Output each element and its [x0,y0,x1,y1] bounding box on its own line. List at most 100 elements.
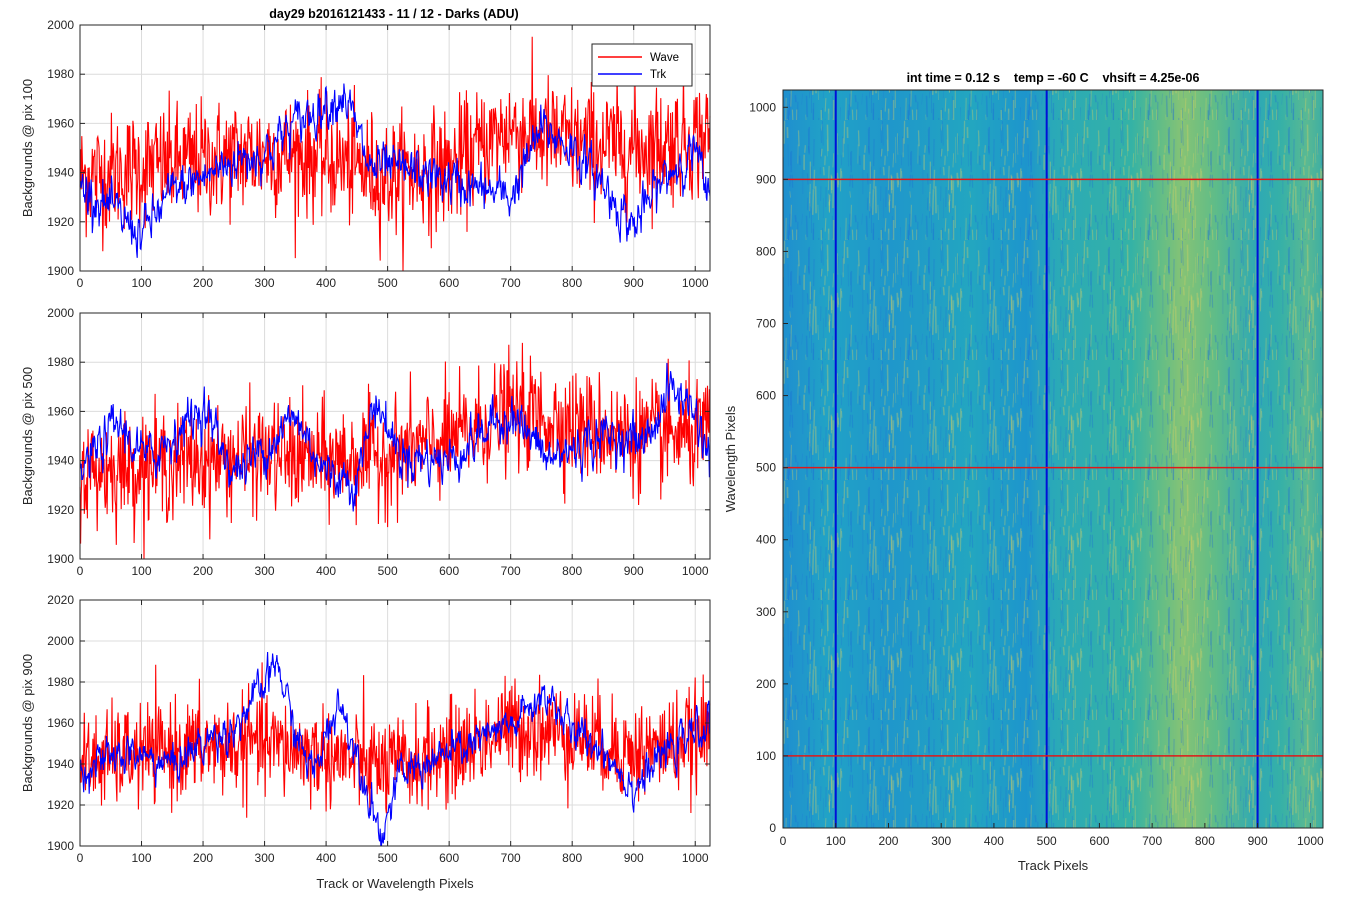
y-tick-label: 2000 [47,634,74,648]
y-axis-label: Wavelength Pixels [723,405,738,512]
series-line-wave [79,662,711,818]
x-tick-label: 700 [1142,834,1162,848]
series-line-wave [79,342,711,560]
x-tick-label: 300 [255,851,275,865]
x-tick-label: 500 [378,851,398,865]
x-tick-label: 1000 [682,276,709,290]
x-tick-label: 200 [193,851,213,865]
x-tick-label: 0 [780,834,787,848]
x-tick-label: 100 [132,851,152,865]
legend-box [591,43,693,87]
y-tick-label: 1920 [47,798,74,812]
y-tick-label: 2000 [47,18,74,32]
y-axis-label: Backgrounds @ pix 500 [20,367,35,505]
y-tick-label: 2000 [47,306,74,320]
y-tick-label: 2020 [47,593,74,607]
y-tick-label: 100 [756,749,776,763]
y-tick-label: 1980 [47,67,74,81]
line-panel-3: 0 100 200 300 400 500 600 700 800 900 1000 1900 1920… [20,593,711,891]
y-axis-label: Backgrounds @ pix 900 [20,654,35,792]
y-tick-label: 1940 [47,166,74,180]
heatmap-panel: int time = 0.12 s temp = -60 C vhsift = … [723,71,1324,873]
line-panels: 0 100 200 300 400 500 600 700 800 900 100019001920… [20,18,711,891]
axes-frame [79,24,711,272]
series-line-trk [79,83,711,258]
x-tick-label: 500 [378,276,398,290]
y-tick-label: 1900 [47,552,74,566]
heatmap-frame [782,89,1324,829]
x-tick-label: 800 [562,564,582,578]
line-panel-2: 0 100 200 300 400 500 600 700 800 900 1000 1900 1920… [20,306,711,578]
y-tick-label: 200 [756,677,776,691]
y-tick-label: 1000 [749,100,776,114]
y-tick-label: 900 [756,172,776,186]
x-tick-label: 900 [1248,834,1268,848]
x-tick-label: 1000 [682,851,709,865]
y-tick-label: 800 [756,244,776,258]
x-axis-label: Track or Wavelength Pixels [316,876,474,891]
y-tick-label: 1960 [47,716,74,730]
y-tick-label: 0 [769,821,776,835]
x-tick-label: 600 [439,851,459,865]
x-tick-label: 800 [562,851,582,865]
x-tick-label: 900 [624,564,644,578]
x-tick-label: 900 [624,851,644,865]
x-tick-label: 600 [439,564,459,578]
heatmap-texture [783,90,1323,828]
series-line-trk [79,651,711,847]
x-tick-label: 100 [132,564,152,578]
x-tick-label: 800 [1195,834,1215,848]
y-tick-label: 1940 [47,757,74,771]
y-tick-label: 1900 [47,264,74,278]
x-tick-label: 300 [931,834,951,848]
x-tick-label: 700 [501,564,521,578]
series-line-trk [79,362,711,512]
x-tick-label: 400 [316,276,336,290]
x-tick-label: 500 [1037,834,1057,848]
x-tick-label: 900 [624,276,644,290]
y-tick-label: 400 [756,533,776,547]
x-tick-label: 200 [193,276,213,290]
x-tick-label: 600 [1089,834,1109,848]
legend-label-trk: Trk [650,69,666,81]
x-tick-label: 700 [501,851,521,865]
y-tick-label: 600 [756,389,776,403]
y-tick-label: 1980 [47,675,74,689]
y-tick-label: 1920 [47,503,74,517]
x-tick-label: 0 [77,276,84,290]
x-tick-label: 800 [562,276,582,290]
x-tick-label: 1000 [1297,834,1324,848]
y-tick-label: 1940 [47,454,74,468]
figure-title: day29 b2016121433 - 11 / 12 - Darks (ADU… [269,7,518,21]
legend: Wave Trk [591,43,693,87]
y-tick-label: 1920 [47,215,74,229]
y-tick-label: 700 [756,317,776,331]
x-tick-label: 300 [255,276,275,290]
x-axis-label: Track Pixels [1018,858,1089,873]
x-tick-label: 400 [316,564,336,578]
series-line-wave [79,36,711,272]
y-tick-label: 1960 [47,116,74,130]
x-tick-label: 700 [501,276,521,290]
x-tick-label: 0 [77,851,84,865]
axes-frame [79,312,711,560]
x-tick-label: 1000 [682,564,709,578]
y-tick-label: 1980 [47,355,74,369]
y-tick-label: 1900 [47,839,74,853]
y-tick-label: 300 [756,605,776,619]
heatmap-title: int time = 0.12 s temp = -60 C vhsift = … [907,71,1200,85]
x-tick-label: 200 [878,834,898,848]
legend-label-wave: Wave [650,52,679,64]
x-tick-label: 500 [378,564,398,578]
x-tick-label: 0 [77,564,84,578]
x-tick-label: 400 [316,851,336,865]
line-panel-1: 0 100 200 300 400 500 600 700 800 900 1000 1900 1920… [20,18,711,290]
x-tick-label: 100 [826,834,846,848]
x-tick-label: 600 [439,276,459,290]
x-tick-label: 400 [984,834,1004,848]
x-tick-label: 200 [193,564,213,578]
x-tick-label: 100 [132,276,152,290]
y-axis-label: Backgrounds @ pix 100 [20,79,35,217]
x-tick-label: 300 [255,564,275,578]
